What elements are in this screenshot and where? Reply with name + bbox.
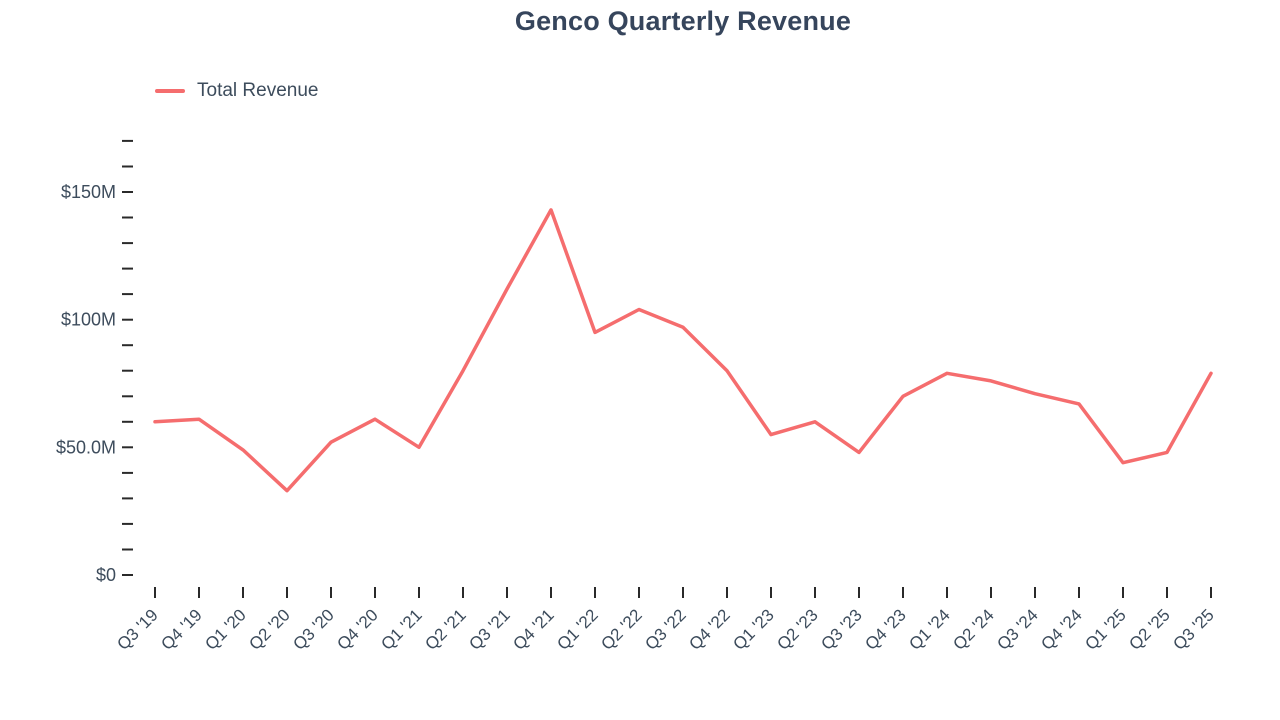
chart-title: Genco Quarterly Revenue	[514, 6, 852, 36]
x-axis-label: Q4 '23	[861, 605, 909, 653]
x-axis-label: Q4 '21	[509, 605, 557, 653]
total-revenue-line	[153, 208, 1213, 493]
y-axis-label: $0	[96, 565, 116, 585]
legend: Total Revenue	[155, 78, 318, 104]
x-axis-label: Q1 '25	[1081, 605, 1129, 653]
x-axis-label: Q4 '20	[333, 605, 381, 653]
x-axis-label: Q3 '24	[993, 605, 1041, 653]
legend-label: Total Revenue	[197, 80, 319, 101]
x-axis-label: Q2 '25	[1125, 605, 1173, 653]
x-axis-label: Q4 '19	[157, 605, 205, 653]
y-axis-label: $50.0M	[56, 437, 116, 457]
x-axis-label: Q3 '21	[465, 605, 513, 653]
x-axis-label: Q1 '24	[905, 605, 953, 653]
x-axis-label: Q1 '22	[553, 605, 601, 653]
x-axis-label: Q2 '20	[245, 605, 293, 653]
x-axis-label: Q2 '21	[421, 605, 469, 653]
x-axis-label: Q3 '19	[113, 605, 161, 653]
x-axis-label: Q1 '23	[729, 605, 777, 653]
x-axis-label: Q4 '24	[1037, 605, 1085, 653]
x-axis-label: Q1 '21	[377, 605, 425, 653]
legend-line-swatch	[155, 89, 185, 93]
x-axis-label: Q3 '23	[817, 605, 865, 653]
x-axis-label: Q3 '22	[641, 605, 689, 653]
x-axis-label: Q4 '22	[685, 605, 733, 653]
y-axis-label: $100M	[61, 310, 116, 330]
x-axis-label: Q2 '22	[597, 605, 645, 653]
x-axis-label: Q3 '25	[1169, 605, 1217, 653]
x-axis-label: Q2 '23	[773, 605, 821, 653]
y-axis-label: $150M	[61, 182, 116, 202]
x-axis-label: Q3 '20	[289, 605, 337, 653]
x-axis-label: Q1 '20	[201, 605, 249, 653]
x-axis-label: Q2 '24	[949, 605, 997, 653]
